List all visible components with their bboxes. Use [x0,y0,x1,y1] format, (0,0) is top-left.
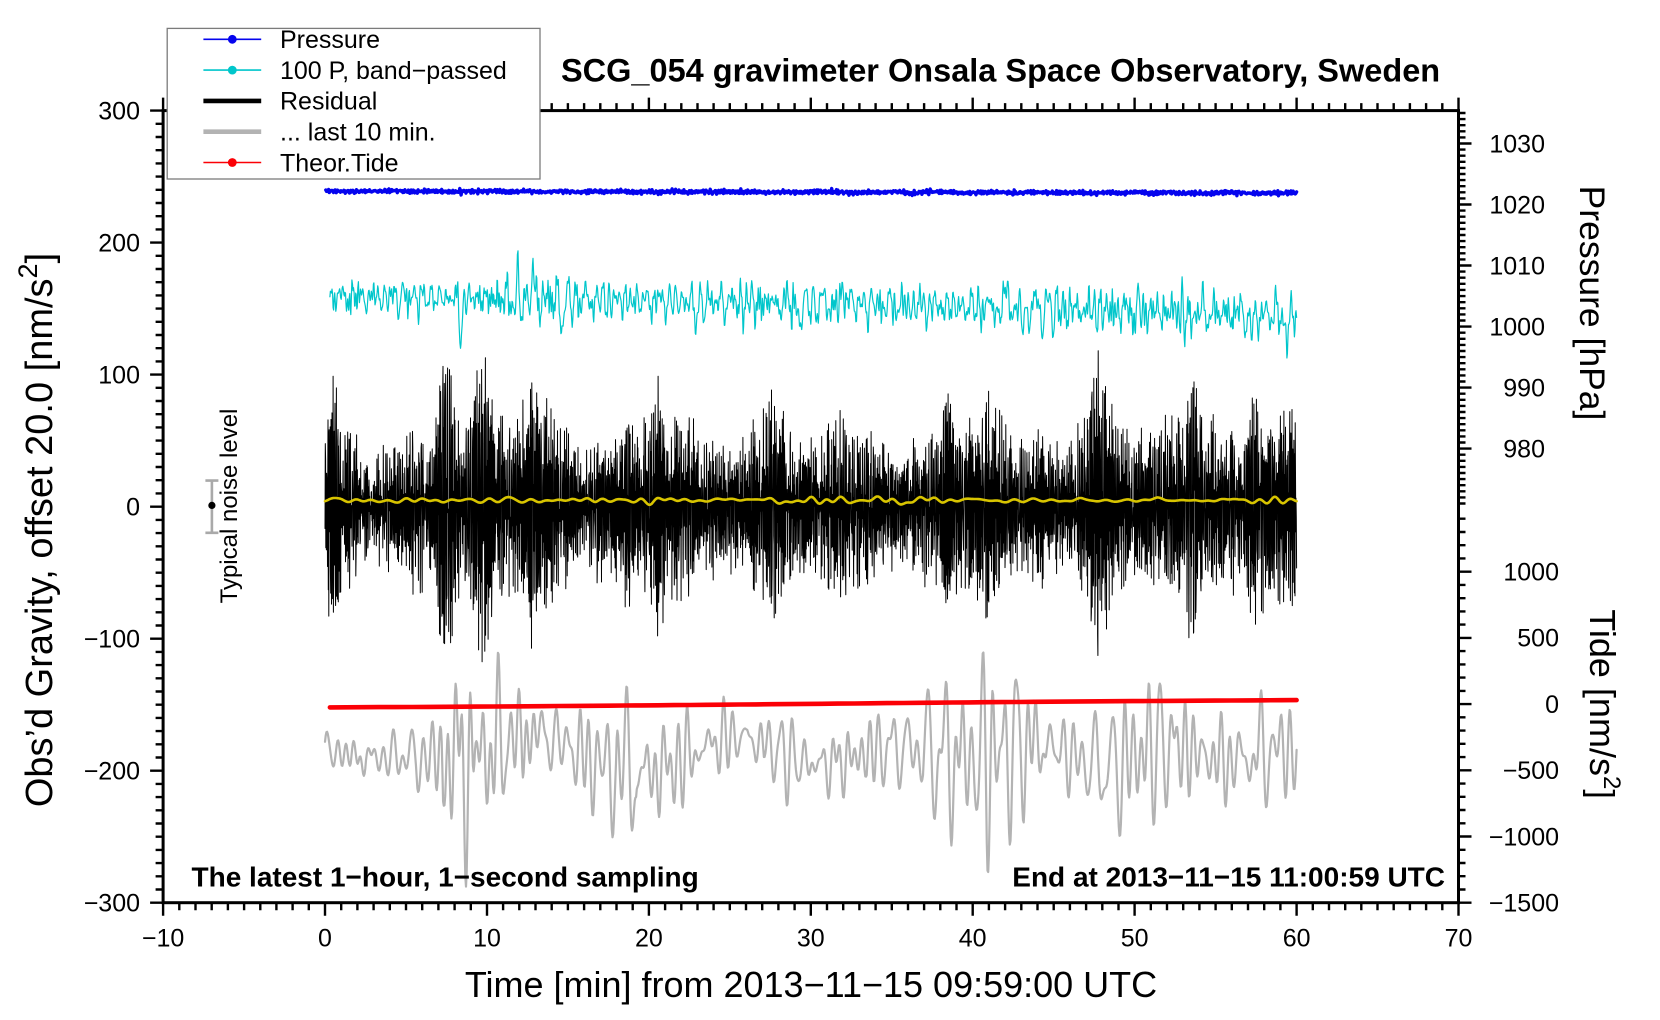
svg-text:60: 60 [1283,925,1311,953]
svg-text:10: 10 [473,925,501,953]
svg-text:Pressure: Pressure [280,26,380,54]
svg-text:100 P, band−passed: 100 P, band−passed [280,57,507,85]
svg-text:990: 990 [1503,374,1545,402]
svg-text:200: 200 [98,229,140,257]
svg-text:−200: −200 [84,758,140,786]
svg-text:100: 100 [98,361,140,389]
svg-text:Obs’d Gravity, offset 20.0 [nm: Obs’d Gravity, offset 20.0 [nm/s2] [13,253,61,807]
svg-text:20: 20 [635,925,663,953]
svg-text:−1000: −1000 [1489,823,1559,851]
svg-text:980: 980 [1503,435,1545,463]
svg-text:−1500: −1500 [1489,890,1559,918]
svg-text:Tide [nm/s2]: Tide [nm/s2] [1582,609,1625,799]
svg-text:30: 30 [797,925,825,953]
svg-text:1030: 1030 [1489,130,1545,158]
svg-text:1000: 1000 [1489,313,1545,341]
svg-text:1010: 1010 [1489,252,1545,280]
svg-text:Pressure [hPa]: Pressure [hPa] [1572,186,1612,421]
svg-text:The latest 1−hour, 1−second sa: The latest 1−hour, 1−second sampling [192,862,699,893]
svg-text:0: 0 [126,494,140,522]
svg-text:Time [min] from 2013−11−15 09:: Time [min] from 2013−11−15 09:59:00 UTC [465,964,1157,1005]
svg-text:−100: −100 [84,626,140,654]
svg-text:70: 70 [1445,925,1473,953]
svg-text:Typical noise level: Typical noise level [216,409,243,604]
svg-text:1000: 1000 [1503,559,1559,587]
svg-text:End at 2013−11−15 11:00:59 UTC: End at 2013−11−15 11:00:59 UTC [1012,862,1445,893]
svg-text:0: 0 [1545,691,1559,719]
svg-text:0: 0 [318,925,332,953]
svg-text:300: 300 [98,97,140,125]
svg-text:Residual: Residual [280,88,377,116]
svg-text:... last 10 min.: ... last 10 min. [280,119,436,147]
svg-text:−500: −500 [1503,757,1559,785]
svg-text:Theor.Tide: Theor.Tide [280,149,399,177]
svg-text:50: 50 [1121,925,1149,953]
svg-text:1020: 1020 [1489,191,1545,219]
svg-text:40: 40 [959,925,987,953]
svg-text:500: 500 [1517,625,1559,653]
svg-text:−300: −300 [84,890,140,918]
svg-text:−10: −10 [142,925,184,953]
svg-text:SCG_054 gravimeter Onsala Spac: SCG_054 gravimeter Onsala Space Observat… [561,53,1440,89]
